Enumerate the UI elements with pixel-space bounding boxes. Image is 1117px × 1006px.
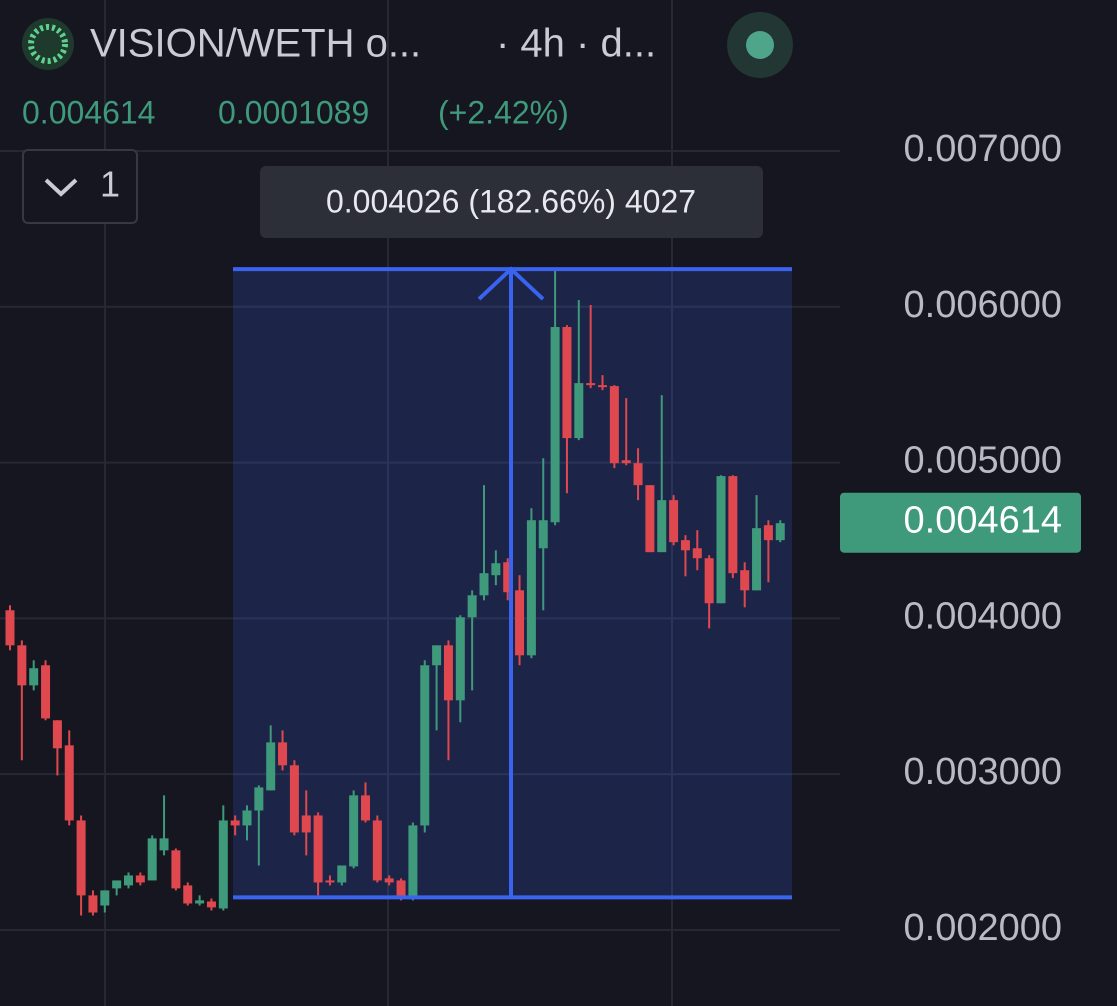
y-tick-label: 0.002000: [904, 907, 1063, 949]
candle-body: [230, 820, 240, 826]
candle-body: [645, 485, 655, 553]
candle-body: [609, 386, 619, 464]
candle-body: [195, 900, 205, 904]
candle-body: [562, 327, 572, 439]
status-dot: [746, 31, 774, 59]
candle-body: [550, 327, 560, 523]
arrow-head: [477, 266, 545, 301]
candle-body: [278, 742, 288, 766]
indicator-count[interactable]: 1: [100, 164, 120, 205]
candle-body: [420, 665, 430, 826]
candle-body: [763, 525, 773, 541]
candle-body: [704, 558, 714, 604]
candle-body: [64, 745, 74, 821]
candle-body: [289, 765, 299, 833]
candle-body: [598, 385, 607, 388]
candle-body: [266, 742, 276, 791]
candle-body: [752, 528, 762, 591]
candle-body: [574, 383, 584, 439]
y-tick-label: 0.006000: [904, 284, 1063, 326]
candle-body: [396, 880, 406, 898]
y-tick-label: 0.003000: [904, 751, 1063, 793]
change-percent: (+2.42%): [438, 94, 569, 130]
candle-body: [349, 795, 359, 867]
candle-body: [491, 563, 501, 576]
tooltip: [260, 166, 763, 238]
candle-body: [669, 500, 679, 543]
candle-body: [372, 820, 382, 881]
candle-body: [728, 476, 738, 574]
candle-body: [325, 880, 335, 883]
candle-body: [159, 838, 169, 851]
y-tick-label: 0.007000: [904, 128, 1063, 170]
candle-body: [206, 901, 216, 908]
chevron: [44, 178, 78, 197]
candle-body: [88, 895, 98, 913]
logo-ring: [28, 24, 68, 64]
candle-body: [76, 820, 86, 896]
candle-body: [538, 520, 548, 549]
price-tag-label: 0.004614: [904, 500, 1063, 542]
candle-body: [5, 610, 15, 646]
interval[interactable]: · 4h · d...: [496, 22, 656, 66]
candle-body: [621, 460, 631, 464]
candle-body: [515, 590, 525, 656]
price-tag: [840, 492, 1081, 553]
y-tick-label: 0.005000: [904, 440, 1063, 482]
candle-body: [479, 573, 489, 596]
candle-body: [740, 570, 750, 591]
candle-body: [313, 815, 323, 883]
candle-body: [467, 595, 477, 618]
candle-body: [443, 645, 453, 701]
candle-body: [218, 820, 228, 909]
candle-body: [692, 548, 702, 559]
symbol-title[interactable]: VISION/WETH o...: [90, 22, 421, 66]
candle-body: [526, 520, 536, 656]
candle-body: [455, 617, 465, 701]
candle-body: [680, 540, 690, 551]
change: 0.0001089: [218, 94, 369, 130]
candle-body: [301, 815, 311, 833]
candle-body: [716, 476, 726, 604]
candle-body: [100, 890, 110, 906]
candle-body: [147, 838, 157, 881]
candle-body: [17, 645, 27, 686]
candle-body: [361, 795, 370, 821]
candle-body: [384, 878, 394, 883]
candle-body: [657, 500, 667, 553]
candle-body: [633, 463, 643, 486]
candle-body: [432, 645, 442, 666]
candle-body: [124, 875, 133, 886]
candle-body: [586, 383, 596, 386]
indicator-toggle[interactable]: [22, 149, 138, 224]
candle-body: [337, 865, 347, 883]
candle-body: [52, 720, 62, 749]
candle-body: [254, 787, 264, 811]
candle-body: [41, 665, 51, 719]
candle-body: [29, 668, 39, 686]
candle-body: [775, 523, 785, 541]
tooltip-text: 0.004026 (182.66%) 4027: [326, 183, 696, 219]
candle-body: [503, 562, 513, 593]
candle-body: [112, 880, 122, 889]
y-tick-label: 0.004000: [904, 595, 1063, 637]
candle-body: [135, 875, 145, 883]
candle-body: [408, 825, 418, 898]
candle-body: [183, 885, 193, 904]
last-price: 0.004614: [22, 94, 155, 130]
candle-body: [171, 850, 181, 889]
header: VISION/WETH o... · 4h · d... 0.004614 0.…: [22, 12, 793, 224]
candle-body: [242, 810, 252, 826]
